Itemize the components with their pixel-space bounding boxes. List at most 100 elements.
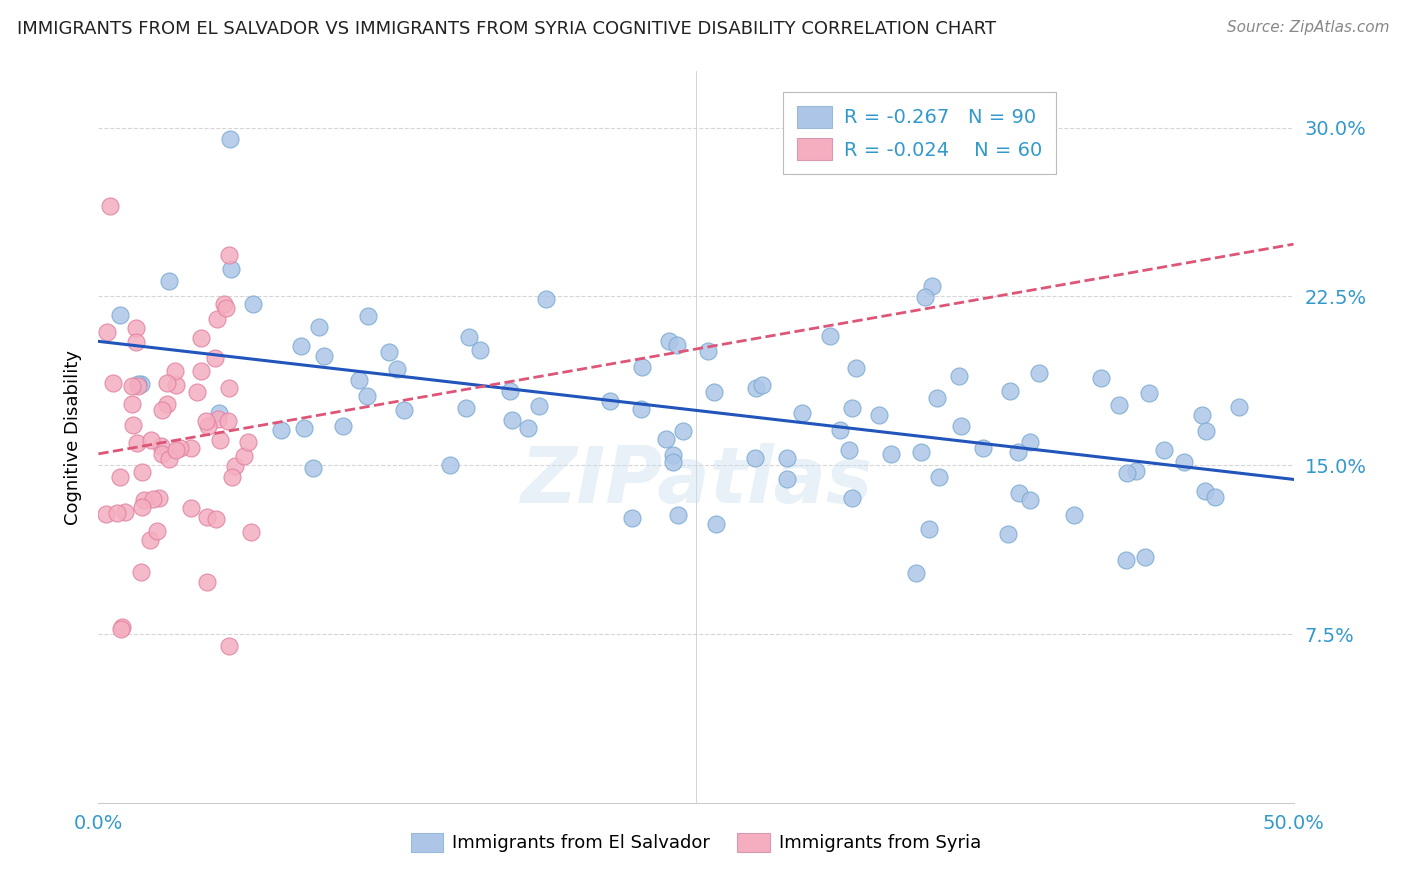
Point <box>131 500 153 514</box>
Point <box>454 401 477 416</box>
Point <box>439 458 461 472</box>
Point <box>1227 400 1250 414</box>
Point <box>1191 408 1213 422</box>
Point <box>165 443 187 458</box>
Point <box>122 418 145 433</box>
Point <box>666 508 689 522</box>
Point <box>914 290 936 304</box>
Point <box>828 423 851 437</box>
Text: Source: ZipAtlas.com: Source: ZipAtlas.com <box>1226 20 1389 35</box>
Point <box>195 575 218 590</box>
Point <box>1028 366 1050 380</box>
Point <box>630 401 652 416</box>
Point <box>101 376 124 390</box>
Point <box>655 433 678 447</box>
Point <box>290 338 312 352</box>
Point <box>134 492 156 507</box>
Point <box>658 334 681 348</box>
Point <box>671 424 693 438</box>
Point <box>751 378 773 392</box>
Point <box>1063 508 1085 523</box>
Point <box>218 381 240 395</box>
Point <box>949 418 972 433</box>
Point <box>96 325 118 339</box>
Point <box>150 403 173 417</box>
Point <box>1204 491 1226 505</box>
Point <box>468 343 491 357</box>
Point <box>1133 549 1156 564</box>
Point <box>662 448 685 462</box>
Point <box>1194 424 1216 438</box>
Point <box>127 379 149 393</box>
Point <box>696 343 718 358</box>
Point <box>312 350 335 364</box>
Point <box>139 433 162 447</box>
Point <box>127 436 149 450</box>
Point <box>219 261 242 276</box>
Point <box>150 447 173 461</box>
Point <box>217 414 239 428</box>
Point <box>232 450 254 464</box>
Point <box>744 450 766 465</box>
Point <box>1000 384 1022 398</box>
Point <box>207 412 229 426</box>
Point <box>997 526 1019 541</box>
Point <box>204 351 226 365</box>
Point <box>703 384 725 399</box>
Point <box>630 360 652 375</box>
Point <box>498 384 520 398</box>
Point <box>208 406 231 420</box>
Point <box>195 510 218 524</box>
Point <box>744 381 766 395</box>
Point <box>215 301 238 315</box>
Point <box>125 335 148 350</box>
Point <box>209 433 232 447</box>
Point <box>1018 434 1040 449</box>
Point <box>841 491 863 506</box>
Point <box>356 309 378 323</box>
Point <box>527 399 550 413</box>
Point <box>1137 386 1160 401</box>
Point <box>157 274 180 288</box>
Point <box>661 455 683 469</box>
Point <box>392 402 415 417</box>
Point <box>197 419 219 434</box>
Y-axis label: Cognitive Disability: Cognitive Disability <box>63 350 82 524</box>
Point <box>665 338 688 352</box>
Point <box>127 377 149 392</box>
Point <box>219 132 242 146</box>
Point <box>224 458 246 473</box>
Point <box>1090 371 1112 385</box>
Point <box>145 524 167 539</box>
Point <box>121 397 143 411</box>
Point <box>218 639 240 653</box>
Point <box>163 364 186 378</box>
Point <box>108 469 131 483</box>
Point <box>1153 442 1175 457</box>
Point <box>180 441 202 455</box>
Point <box>347 373 370 387</box>
Point <box>131 465 153 479</box>
Point <box>294 421 316 435</box>
Point <box>150 439 173 453</box>
Point <box>948 369 970 384</box>
Point <box>1173 455 1195 469</box>
Point <box>180 500 202 515</box>
Point <box>792 406 814 420</box>
Text: IMMIGRANTS FROM EL SALVADOR VS IMMIGRANTS FROM SYRIA COGNITIVE DISABILITY CORREL: IMMIGRANTS FROM EL SALVADOR VS IMMIGRANT… <box>17 20 995 37</box>
Point <box>236 434 259 449</box>
Point <box>214 297 236 311</box>
Point <box>704 517 727 532</box>
Point <box>169 441 191 455</box>
Point <box>516 421 538 435</box>
Point <box>129 565 152 579</box>
Point <box>928 469 950 483</box>
Point <box>186 384 208 399</box>
Point <box>114 505 136 519</box>
Point <box>138 533 160 548</box>
Point <box>838 442 860 457</box>
Point <box>910 445 932 459</box>
Point <box>845 360 868 375</box>
Point <box>148 491 170 506</box>
Point <box>195 414 218 428</box>
